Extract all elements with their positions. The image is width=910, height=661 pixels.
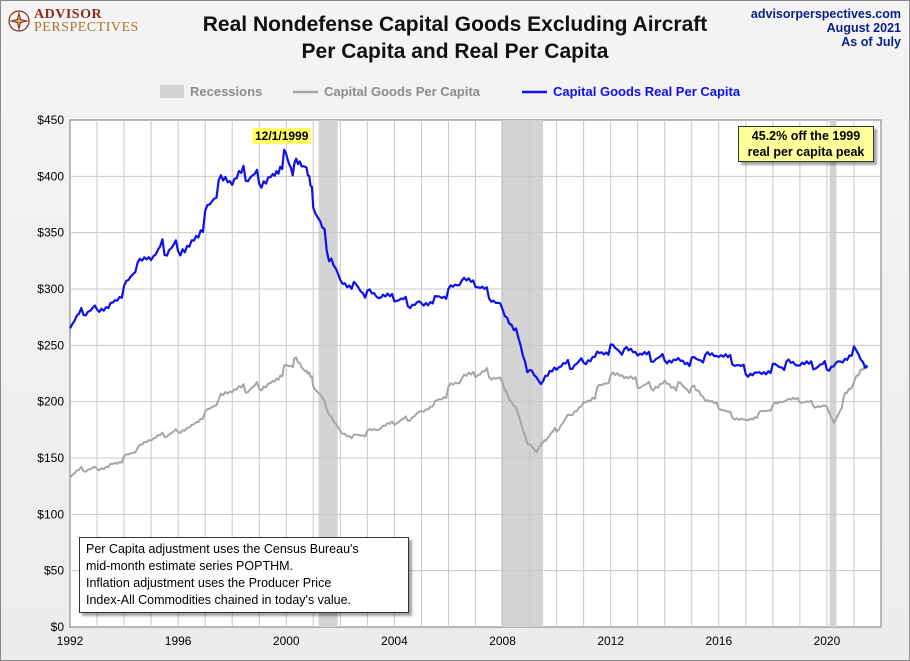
recession-band-2 xyxy=(829,120,837,627)
note-line4: Index-All Commodities chained in today's… xyxy=(86,593,352,607)
legend-swatch-recessions xyxy=(160,85,184,98)
peak-date-label: 12/1/1999 xyxy=(252,128,312,144)
chart-subtitle: Per Capita and Real Per Capita xyxy=(301,40,609,63)
y-tick-label: $100 xyxy=(37,507,64,521)
series-line-real-per-capita xyxy=(69,148,869,386)
x-tick-label: 2008 xyxy=(489,634,516,648)
note-line2: mid-month estimate series POPTHM. xyxy=(86,559,293,573)
y-tick-label: $0 xyxy=(51,620,65,634)
legend-label-recessions: Recessions xyxy=(190,84,262,99)
recession-band-0 xyxy=(318,120,338,627)
source-block: advisorperspectives.com August 2021 As o… xyxy=(751,7,901,49)
logo-name-line1: ADVISOR xyxy=(34,7,103,22)
y-tick-label: $450 xyxy=(37,113,64,127)
x-tick-label: 2000 xyxy=(273,634,300,648)
y-tick-label: $50 xyxy=(44,564,64,578)
source-as-of: As of July xyxy=(841,35,901,49)
y-tick-label: $250 xyxy=(37,338,64,352)
note-line1: Per Capita adjustment uses the Census Bu… xyxy=(86,542,359,556)
logo: ADVISOR PERSPECTIVES xyxy=(8,7,139,35)
x-tick-label: 2004 xyxy=(381,634,408,648)
chart-title: Real Nondefense Capital Goods Excluding … xyxy=(202,13,708,36)
y-tick-label: $200 xyxy=(37,395,64,409)
y-tick-label: $300 xyxy=(37,282,64,296)
y-tick-label: $350 xyxy=(37,226,64,240)
recession-band-1 xyxy=(501,120,544,627)
legend-label-real-per-capita: Capital Goods Real Per Capita xyxy=(553,84,741,99)
x-tick-label: 2020 xyxy=(814,634,841,648)
methodology-note: Per Capita adjustment uses the Census Bu… xyxy=(79,537,409,613)
logo-name-line2: PERSPECTIVES xyxy=(34,20,139,35)
source-site: advisorperspectives.com xyxy=(750,7,901,21)
series-line-per-capita xyxy=(69,356,869,478)
callout-line1: 45.2% off the 1999 xyxy=(751,129,861,143)
y-tick-label: $400 xyxy=(37,169,64,183)
source-date: August 2021 xyxy=(826,21,901,35)
x-tick-label: 2016 xyxy=(705,634,732,648)
x-tick-label: 2012 xyxy=(597,634,624,648)
callout-line2: real per capita peak xyxy=(747,145,865,159)
note-line3: Inflation adjustment uses the Producer P… xyxy=(86,576,332,590)
y-tick-label: $150 xyxy=(37,451,64,465)
compass-icon xyxy=(8,10,30,32)
x-tick-label: 1996 xyxy=(165,634,192,648)
x-tick-label: 1992 xyxy=(57,634,84,648)
legend-label-per-capita: Capital Goods Per Capita xyxy=(324,84,481,99)
peak-callout: 45.2% off the 1999 real per capita peak xyxy=(738,126,874,162)
